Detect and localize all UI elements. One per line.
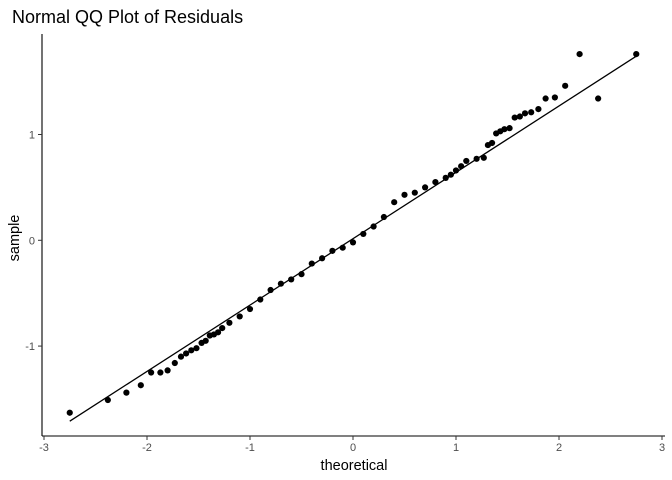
x-tick-label: -1: [245, 442, 255, 454]
data-point: [66, 409, 73, 416]
data-point: [432, 179, 439, 186]
chart-title: Normal QQ Plot of Residuals: [12, 7, 243, 27]
data-point: [298, 271, 305, 278]
data-point: [164, 367, 171, 374]
data-point: [463, 157, 470, 165]
data-point: [506, 125, 513, 132]
data-point: [511, 114, 518, 121]
data-point: [458, 163, 465, 170]
x-tick-label: 0: [350, 442, 356, 454]
data-point: [193, 345, 200, 352]
data-point: [123, 389, 130, 396]
x-axis-title: theoretical: [321, 458, 388, 474]
x-tick-label: 2: [556, 442, 562, 454]
data-point: [148, 369, 155, 376]
data-point: [236, 313, 243, 320]
data-point: [411, 189, 418, 196]
x-axis-ticks: -3 -2 -1 0 1 2 3: [39, 436, 665, 454]
data-point: [214, 329, 222, 336]
data-point: [380, 213, 387, 221]
y-tick-label: 1: [29, 130, 35, 142]
y-tick-label: 0: [29, 235, 35, 247]
data-point: [319, 255, 326, 262]
data-point: [308, 260, 315, 267]
data-point: [257, 296, 264, 303]
data-point: [104, 396, 111, 404]
x-tick-label: -2: [142, 442, 152, 454]
data-point: [171, 359, 178, 367]
data-point: [542, 95, 549, 102]
data-point: [360, 230, 367, 238]
y-axis-ticks: -1 0 1: [25, 130, 42, 353]
data-point: [329, 247, 336, 254]
data-point: [339, 244, 346, 251]
data-point: [370, 223, 377, 230]
data-point: [488, 139, 496, 147]
data-point: [480, 154, 487, 161]
sample-points: [66, 51, 640, 416]
data-point: [576, 51, 583, 58]
data-point: [562, 82, 569, 89]
y-tick-label: -1: [25, 341, 35, 353]
data-point: [246, 305, 254, 313]
data-point: [188, 347, 195, 354]
plot-area: -3 -2 -1 0 1 2 3 -1 0 1: [25, 34, 665, 454]
data-point: [177, 353, 185, 360]
data-point: [267, 286, 274, 294]
x-tick-label: 3: [659, 442, 665, 454]
data-point: [277, 280, 284, 287]
data-point: [391, 199, 398, 206]
data-point: [157, 369, 164, 376]
data-point: [551, 94, 558, 101]
data-point: [422, 184, 429, 191]
data-point: [595, 95, 602, 102]
data-point: [473, 155, 480, 162]
data-point: [219, 324, 226, 332]
reference-line: [69, 55, 637, 422]
data-point: [349, 239, 357, 246]
x-tick-label: -3: [39, 442, 49, 454]
data-point: [226, 319, 233, 326]
data-point: [137, 382, 144, 389]
data-point: [447, 171, 454, 178]
data-point: [633, 51, 640, 58]
data-point: [401, 191, 408, 198]
data-point: [288, 276, 295, 283]
data-point: [442, 174, 449, 181]
data-point: [183, 350, 190, 357]
data-point: [535, 106, 542, 113]
data-point: [202, 337, 209, 344]
data-point: [516, 113, 523, 120]
data-point: [528, 109, 535, 116]
data-point: [452, 167, 460, 174]
data-point: [501, 126, 508, 133]
x-tick-label: 1: [453, 442, 459, 454]
y-axis-title: sample: [7, 215, 23, 262]
data-point: [521, 110, 529, 117]
